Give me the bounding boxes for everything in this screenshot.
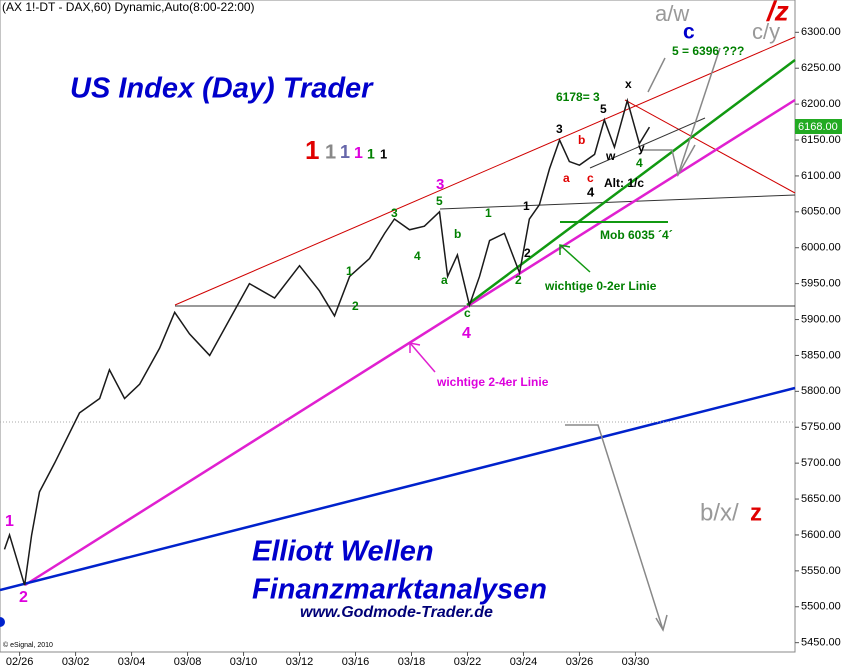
annotation: a: [563, 171, 570, 185]
last-price-label: 6168.00: [798, 121, 838, 133]
y-tick-label: 5700.00: [801, 457, 841, 469]
annotation: 5 = 6396 ???: [672, 44, 744, 58]
annotation: x: [625, 77, 632, 91]
annotation: b/x/: [700, 499, 739, 526]
annotation: 4: [462, 325, 471, 342]
annotation: Alt: 1/c: [604, 176, 644, 190]
annotation: 4: [636, 156, 643, 170]
annotation: 6178= 3: [556, 90, 600, 104]
y-tick-label: 5550.00: [801, 565, 841, 577]
annotation: 1: [5, 513, 14, 530]
annotation: 1: [340, 142, 350, 162]
y-tick-label: 6150.00: [801, 134, 841, 146]
y-tick-label: 6000.00: [801, 242, 841, 254]
annotation: z: [750, 499, 762, 526]
annotation: c: [683, 21, 695, 44]
y-tick-label: 5500.00: [801, 601, 841, 613]
annotation: 5: [436, 194, 443, 208]
annotation: b: [454, 227, 461, 241]
annotation: 1: [346, 264, 353, 278]
x-tick-label: 03/26: [566, 656, 594, 668]
annotation: 1: [325, 141, 336, 163]
annotation: 4: [587, 184, 595, 199]
price-line: [3, 97, 651, 586]
x-tick-label: 03/12: [286, 656, 314, 668]
annotation: 3: [391, 206, 398, 220]
annotation: 1: [485, 206, 492, 220]
annotation: c/y: [752, 19, 780, 44]
y-tick-label: 5600.00: [801, 529, 841, 541]
annotation: 3: [556, 122, 563, 136]
y-tick-label: 6300.00: [801, 26, 841, 38]
annotation: wichtige 2-4er Linie: [436, 375, 549, 389]
annotation: b: [578, 133, 585, 147]
y-tick-label: 5800.00: [801, 385, 841, 397]
annotation: 1: [523, 199, 530, 213]
annotation: 2: [515, 273, 522, 287]
annotation: a: [441, 273, 448, 287]
annotation: a/w: [655, 1, 689, 26]
y-tick-label: 5650.00: [801, 493, 841, 505]
y-tick-label: 5850.00: [801, 349, 841, 361]
x-tick-label: 03/30: [622, 656, 650, 668]
x-tick-label: 03/22: [454, 656, 482, 668]
y-tick-label: 6100.00: [801, 170, 841, 182]
x-tick-label: 03/16: [342, 656, 370, 668]
y-tick-label: 5450.00: [801, 637, 841, 649]
x-tick-label: 03/04: [118, 656, 146, 668]
plot-area: [0, 0, 796, 653]
annotation: 1: [380, 146, 387, 161]
y-tick-label: 5950.00: [801, 278, 841, 290]
x-tick-label: 03/10: [230, 656, 258, 668]
y-tick-label: 5750.00: [801, 421, 841, 433]
y-tick-label: 6250.00: [801, 62, 841, 74]
subtitle: Finanzmarktanalysen: [252, 574, 547, 606]
subtitle: Elliott Wellen: [252, 536, 434, 568]
x-tick-label: 02/26: [6, 656, 34, 668]
annotation: y: [638, 141, 645, 155]
annotation: wichtige 0-2er Linie: [544, 279, 657, 293]
last-price-box: [795, 119, 842, 134]
x-tick-label: 03/18: [398, 656, 426, 668]
x-tick-label: 03/02: [62, 656, 90, 668]
annotation: c: [464, 306, 471, 320]
copyright: © eSignal, 2010: [3, 641, 53, 649]
annotation: 3: [436, 176, 444, 193]
annotation: Mob 6035 ´4´: [600, 228, 673, 242]
annotation: 1: [354, 145, 363, 162]
annotation: w: [605, 149, 616, 163]
y-tick-label: 6050.00: [801, 206, 841, 218]
x-tick-label: 03/24: [510, 656, 538, 668]
y-tick-label: 6200.00: [801, 98, 841, 110]
annotation: 4: [414, 249, 421, 263]
x-tick-label: 03/08: [174, 656, 202, 668]
annotation: 5: [600, 102, 607, 116]
annotation: 1: [367, 146, 375, 162]
y-tick-label: 5900.00: [801, 313, 841, 325]
annotation: 2: [19, 589, 28, 606]
annotation: 2: [352, 299, 359, 313]
annotation: 1: [305, 135, 319, 165]
header: (AX 1!-DT - DAX,60) Dynamic,Auto(8:00-22…: [2, 0, 255, 14]
annotation: 2: [524, 246, 531, 260]
website: www.Godmode-Trader.de: [300, 604, 493, 621]
annotation: /z: [765, 0, 789, 26]
title: US Index (Day) Trader: [70, 73, 374, 105]
annotation: c: [587, 171, 594, 185]
